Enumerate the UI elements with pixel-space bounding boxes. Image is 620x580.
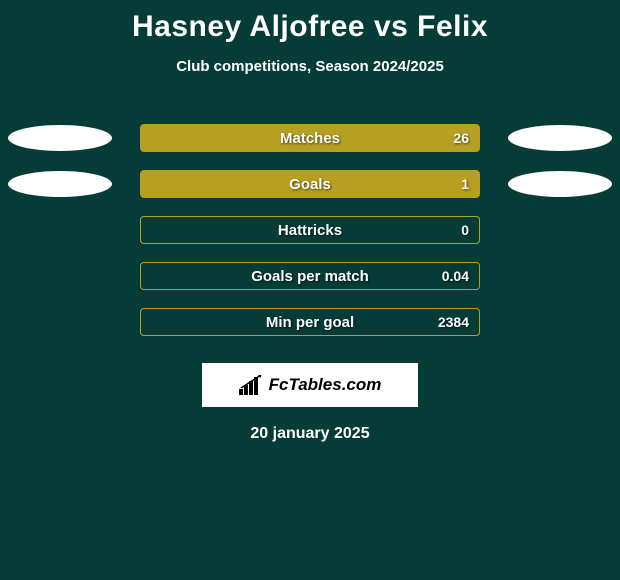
stat-bar: Min per goal2384 — [140, 308, 480, 336]
stat-label: Goals — [141, 176, 479, 193]
stat-bar: Matches26 — [140, 124, 480, 152]
stat-bar: Hattricks0 — [140, 216, 480, 244]
stat-value: 2384 — [438, 314, 469, 330]
chart-bars-icon — [239, 375, 263, 395]
player-right-ellipse — [508, 171, 612, 197]
logo-box[interactable]: FcTables.com — [202, 363, 418, 407]
date-label: 20 january 2025 — [0, 425, 620, 443]
stat-row: Matches26 — [0, 115, 620, 161]
player-right-ellipse — [508, 125, 612, 151]
stat-value: 26 — [453, 130, 469, 146]
stat-row: Hattricks0 — [0, 207, 620, 253]
stat-value: 1 — [461, 176, 469, 192]
stat-value: 0.04 — [442, 268, 469, 284]
stat-bar: Goals per match0.04 — [140, 262, 480, 290]
stat-label: Min per goal — [141, 314, 479, 331]
logo-content: FcTables.com — [239, 375, 382, 395]
stat-value: 0 — [461, 222, 469, 238]
stat-row: Goals1 — [0, 161, 620, 207]
stat-label: Matches — [141, 130, 479, 147]
stat-bar: Goals1 — [140, 170, 480, 198]
stats-container: Matches26 Goals1 Hattricks0 Goals per match… — [0, 115, 620, 345]
subtitle: Club competitions, Season 2024/2025 — [0, 58, 620, 75]
stat-row: Goals per match0.04 — [0, 253, 620, 299]
player-left-ellipse — [8, 125, 112, 151]
page-title: Hasney Aljofree vs Felix — [0, 0, 620, 44]
stat-row: Min per goal2384 — [0, 299, 620, 345]
stat-label: Goals per match — [141, 268, 479, 285]
player-left-ellipse — [8, 171, 112, 197]
stat-label: Hattricks — [141, 222, 479, 239]
logo-text: FcTables.com — [269, 375, 382, 395]
